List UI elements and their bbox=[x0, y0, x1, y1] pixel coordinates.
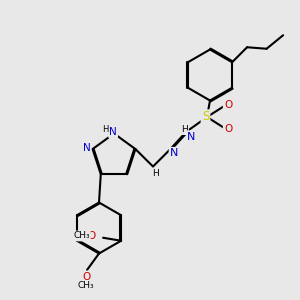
Text: N: N bbox=[109, 127, 117, 137]
Text: H: H bbox=[152, 169, 159, 178]
Text: O: O bbox=[224, 124, 232, 134]
Text: O: O bbox=[82, 272, 91, 282]
Text: CH₃: CH₃ bbox=[73, 232, 90, 241]
Text: CH₃: CH₃ bbox=[77, 281, 94, 290]
Text: H: H bbox=[102, 124, 108, 134]
Text: S: S bbox=[202, 110, 209, 124]
Text: O: O bbox=[88, 231, 96, 241]
Text: N: N bbox=[187, 131, 196, 142]
Text: N: N bbox=[170, 148, 178, 158]
Text: O: O bbox=[224, 100, 232, 110]
Text: N: N bbox=[83, 142, 91, 152]
Text: H: H bbox=[181, 125, 188, 134]
